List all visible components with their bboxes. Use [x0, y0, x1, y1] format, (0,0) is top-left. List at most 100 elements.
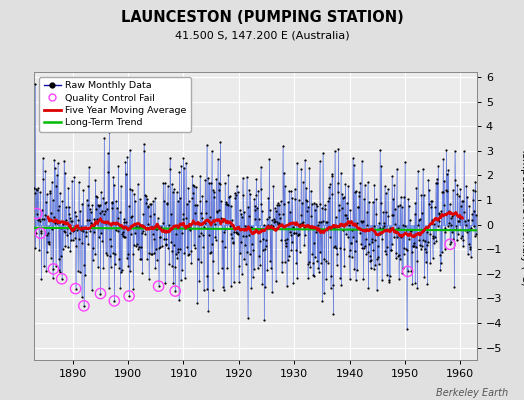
Point [56, 268, 64, 275]
Point [392, 250, 400, 256]
Point [264, 195, 272, 201]
Point [196, 172, 204, 179]
Point [209, 287, 217, 293]
Point [442, 186, 450, 193]
Point [42, 268, 50, 274]
Point [346, 247, 354, 254]
Point [54, 256, 63, 263]
Point [65, 204, 73, 210]
Point [322, 258, 331, 264]
Point [236, 239, 245, 245]
Point [334, 146, 343, 152]
Point [372, 211, 380, 217]
Point [386, 247, 395, 253]
Point [336, 170, 345, 177]
Point [267, 222, 275, 229]
Point [336, 245, 344, 251]
Point [367, 257, 375, 263]
Point [266, 207, 274, 214]
Point [117, 269, 125, 275]
Point [161, 242, 170, 248]
Point [323, 219, 331, 225]
Point [277, 198, 285, 205]
Point [178, 266, 187, 273]
Point [466, 244, 475, 250]
Point [375, 231, 384, 237]
Point [74, 268, 82, 274]
Point [190, 210, 199, 216]
Point [177, 163, 185, 169]
Point [232, 229, 241, 236]
Point [153, 226, 161, 232]
Point [104, 150, 112, 156]
Point [364, 284, 373, 291]
Point [100, 210, 108, 217]
Point [283, 257, 292, 264]
Point [247, 224, 255, 231]
Point [371, 262, 379, 268]
Point [185, 198, 193, 204]
Point [214, 180, 223, 186]
Point [102, 220, 110, 226]
Point [471, 233, 479, 240]
Point [301, 232, 310, 238]
Point [268, 226, 277, 232]
Point [350, 266, 358, 272]
Point [181, 275, 189, 281]
Point [448, 213, 456, 219]
Point [82, 197, 91, 203]
Point [83, 202, 92, 208]
Point [225, 193, 234, 199]
Point [126, 268, 135, 274]
Point [347, 240, 356, 246]
Point [231, 190, 239, 196]
Point [151, 246, 160, 252]
Point [427, 198, 435, 204]
Point [370, 222, 378, 229]
Point [329, 311, 337, 317]
Point [382, 250, 390, 257]
Point [362, 236, 370, 242]
Point [471, 188, 479, 195]
Point [343, 200, 351, 207]
Point [463, 229, 471, 235]
Point [353, 220, 361, 227]
Point [381, 190, 390, 196]
Point [32, 186, 40, 192]
Point [325, 194, 333, 201]
Point [50, 214, 58, 220]
Point [439, 189, 447, 196]
Point [84, 241, 92, 248]
Point [463, 251, 472, 257]
Point [214, 269, 222, 276]
Point [290, 186, 299, 192]
Point [299, 219, 308, 226]
Point [154, 215, 162, 221]
Point [383, 272, 391, 278]
Point [200, 223, 209, 230]
Point [169, 280, 178, 286]
Point [252, 192, 260, 198]
Point [71, 286, 80, 292]
Point [224, 219, 233, 225]
Point [366, 258, 374, 264]
Point [303, 197, 311, 204]
Point [415, 237, 423, 244]
Point [33, 187, 41, 194]
Point [163, 183, 172, 189]
Point [345, 253, 353, 259]
Point [290, 230, 298, 236]
Point [319, 218, 328, 224]
Point [287, 247, 296, 253]
Point [403, 268, 412, 274]
Point [67, 236, 75, 243]
Point [326, 181, 334, 188]
Point [223, 265, 232, 272]
Point [38, 216, 46, 222]
Point [444, 166, 452, 173]
Point [301, 157, 309, 163]
Point [465, 203, 474, 210]
Point [453, 191, 461, 198]
Point [155, 234, 163, 240]
Point [288, 194, 297, 201]
